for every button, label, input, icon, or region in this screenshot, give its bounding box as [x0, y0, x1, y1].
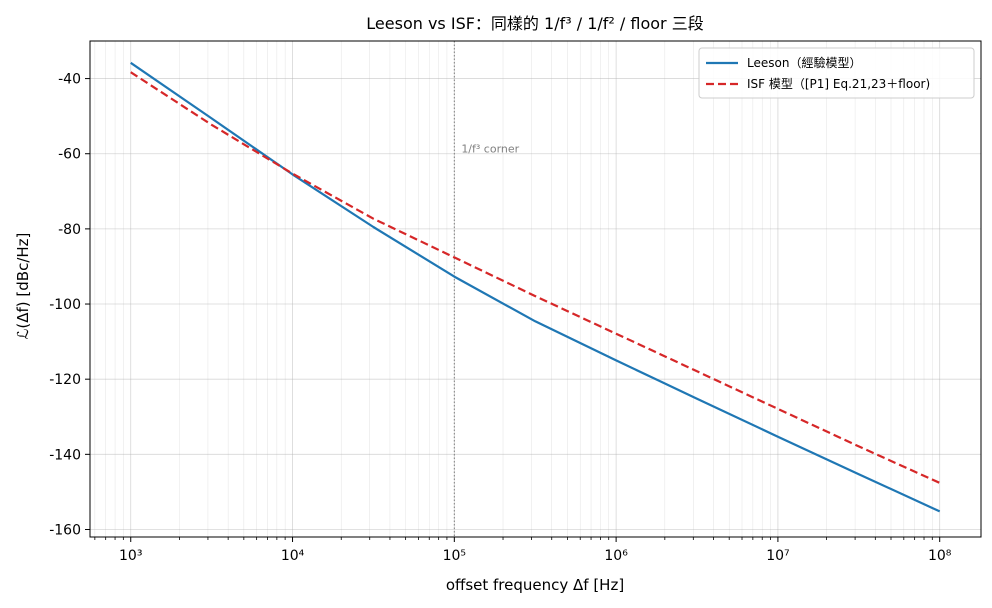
legend-box: [698, 47, 975, 99]
chart-title: Leeson vs ISF：同樣的 1/f³ / 1/f² / floor 三段: [366, 14, 703, 33]
x-tick-label: 10⁴: [281, 548, 305, 564]
y-axis-label: ℒ(Δf) [dBc/Hz]: [14, 233, 32, 340]
plot-area-frame: [89, 40, 982, 538]
y-tick-label: -140: [49, 447, 81, 463]
series-group: [130, 61, 941, 513]
x-tick-label: 10⁵: [443, 548, 466, 564]
legend: Leeson（經驗模型） ISF 模型（[P1] Eq.21,23＋floor): [698, 47, 975, 99]
y-tick-label: -60: [58, 147, 81, 163]
leeson-series-line: [130, 61, 941, 513]
x-tick-label: 10⁷: [766, 548, 789, 564]
legend-label-leeson: Leeson（經驗模型）: [747, 56, 861, 70]
y-axis-ticks: -40 -60 -80 -100 -120 -140 -160: [49, 72, 90, 538]
x-axis-ticks: 10³ 10⁴ 10⁵ 10⁶ 10⁷ 10⁸: [94, 537, 952, 564]
x-axis-label: offset frequency Δf [Hz]: [446, 576, 624, 594]
x-tick-label: 10³: [119, 548, 142, 564]
y-tick-label: -40: [58, 72, 81, 88]
corner-annotation: 1/f³ corner: [461, 143, 519, 156]
x-tick-label: 10⁸: [928, 548, 952, 564]
annotations-group: 1/f³ corner: [461, 143, 519, 156]
y-tick-label: -100: [49, 297, 81, 313]
isf-series-line: [130, 71, 941, 484]
y-tick-label: -120: [49, 372, 81, 388]
grid-lines: [90, 41, 981, 537]
y-tick-label: -80: [58, 222, 81, 238]
y-tick-label: -160: [49, 522, 81, 538]
legend-label-isf: ISF 模型（[P1] Eq.21,23＋floor): [747, 77, 930, 91]
x-tick-label: 10⁶: [604, 548, 628, 564]
